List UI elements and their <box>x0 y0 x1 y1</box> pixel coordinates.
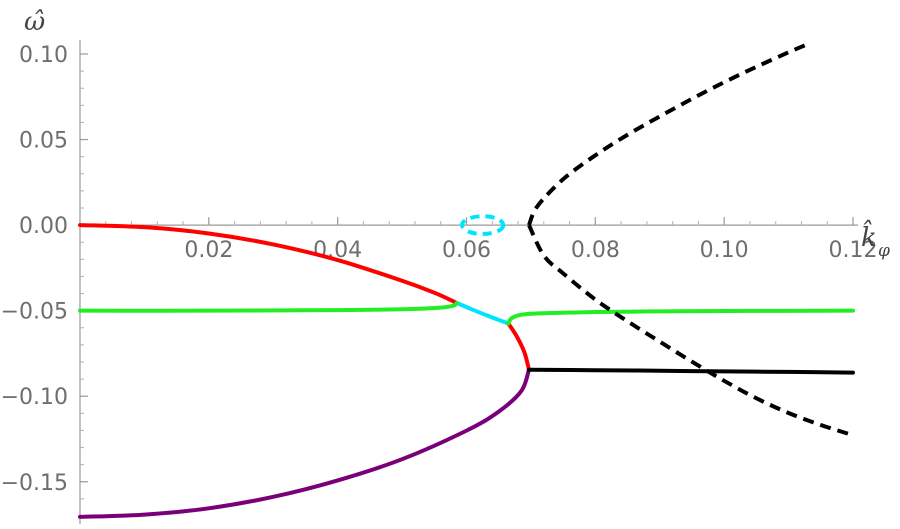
x-tick-label: 0.12 <box>829 238 878 263</box>
series-red-upper-branch <box>78 223 459 305</box>
x-axis-label-subscript: φ <box>878 241 890 261</box>
series-cyan-connector <box>454 300 511 326</box>
x-tick-label: 0.02 <box>184 238 233 263</box>
y-tick-label: 0.05 <box>19 129 68 154</box>
series-black-solid-branch <box>526 367 855 375</box>
y-tick-label: 0.00 <box>19 214 68 239</box>
y-tick-label: −0.05 <box>1 300 68 325</box>
x-axis-label: k̂ <box>861 219 877 253</box>
minor-ticks <box>80 53 854 517</box>
y-ticks: 0.10 0.05 0.00 −0.05 −0.10 −0.15 <box>1 43 88 496</box>
series-green-right-branch <box>506 308 855 326</box>
x-ticks: 0.02 0.04 0.06 0.08 0.10 0.12 <box>184 217 877 263</box>
series-black-dashed-lower <box>527 224 854 438</box>
y-tick-label: 0.10 <box>19 43 68 68</box>
axes: 0.02 0.04 0.06 0.08 0.10 0.12 0.100.050.00−0.… <box>1 40 877 524</box>
series-red-lower-segment <box>506 321 531 372</box>
y-axis-label: ω̂ <box>24 7 45 37</box>
x-tick-label: 0.10 <box>700 238 749 263</box>
y-tick-label: −0.15 <box>1 471 68 496</box>
y-tick-label: −0.10 <box>1 385 68 410</box>
cyan-dashed-loop <box>459 214 506 237</box>
series-black-dashed-upper <box>527 43 806 226</box>
series-green-left-branch <box>78 300 459 313</box>
plot-series <box>78 43 855 519</box>
x-tick-label: 0.06 <box>442 238 491 263</box>
x-tick-label: 0.08 <box>571 238 620 263</box>
series-purple-branch <box>78 367 531 519</box>
